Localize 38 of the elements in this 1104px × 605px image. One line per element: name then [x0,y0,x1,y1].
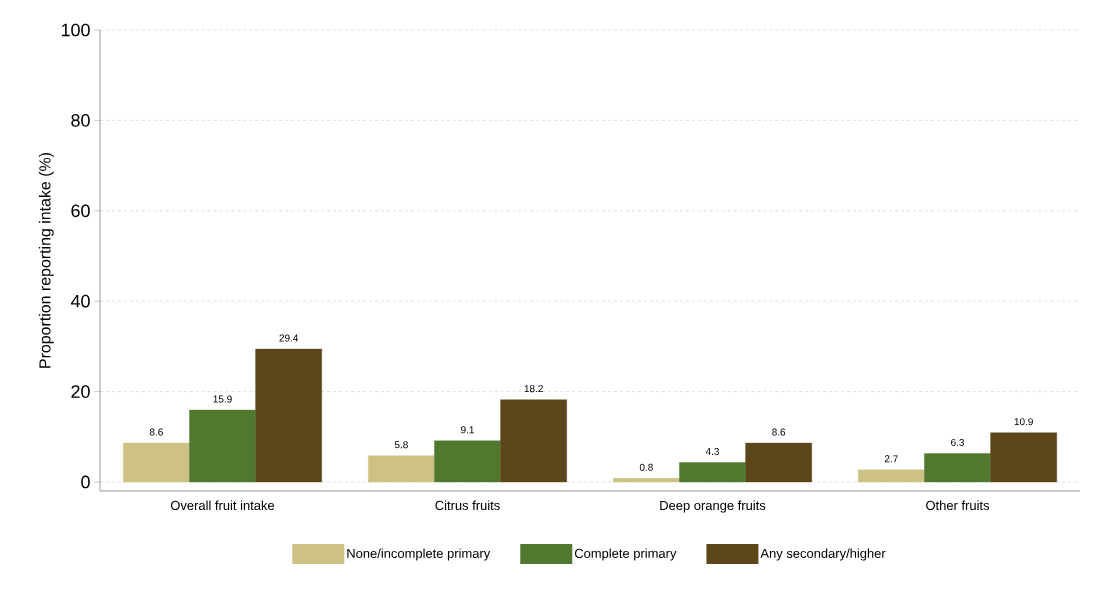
x-tick-label: Deep orange fruits [660,500,766,513]
data-label: 2.7 [884,455,898,463]
y-tick-label: 100 [61,23,90,37]
x-tick-label: Overall fruit intake [170,500,275,511]
data-label: 8.6 [149,428,163,436]
x-tick-label: Other fruits [926,500,990,511]
y-tick-label: 0 [81,475,90,489]
bar [255,348,322,483]
bar [434,440,501,483]
data-label: 18.2 [524,385,543,393]
legend-label: None/incomplete primary [347,548,491,561]
bar [990,432,1057,483]
data-label: 29.4 [279,334,299,342]
bar [189,409,256,483]
bar [679,462,746,483]
bar [613,478,680,483]
x-tick-label: Citrus fruits [435,500,500,511]
y-tick-label: 80 [71,114,90,127]
y-tick-label: 20 [71,385,90,398]
data-label: 4.3 [705,447,719,455]
legend-label: Complete primary [574,548,677,561]
bar [745,442,812,483]
data-label: 9.1 [461,426,474,434]
bar [924,453,991,483]
data-label: 5.8 [394,441,408,449]
y-tick-label: 40 [70,294,90,308]
data-label: 8.6 [772,428,786,436]
data-label: 6.3 [951,438,964,446]
data-label: 15.9 [213,395,232,403]
bar [123,442,190,483]
y-tick-label: 60 [71,204,90,218]
bar [500,399,567,483]
data-label: 10.9 [1014,418,1033,426]
bar [368,455,435,483]
y-axis-title: Proportion reporting intake (%) [38,153,54,368]
bar [858,469,925,483]
legend-label: Any secondary/higher [760,548,886,561]
data-label: 0.8 [639,463,653,471]
